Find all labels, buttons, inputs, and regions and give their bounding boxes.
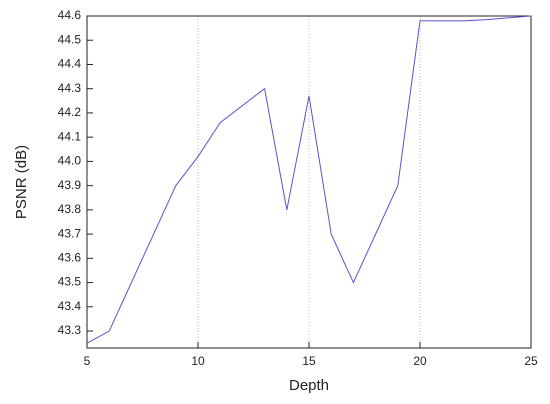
- y-tick-label: 44.0: [58, 154, 82, 168]
- y-tick-label: 44.6: [58, 8, 82, 22]
- y-tick-label: 43.6: [58, 251, 82, 265]
- x-tick-label: 5: [84, 354, 91, 368]
- y-tick-label: 43.8: [58, 202, 82, 216]
- data-line: [86, 15, 532, 344]
- y-tick-label: 44.5: [58, 32, 82, 46]
- x-tick-label: 20: [413, 354, 427, 368]
- x-tick-label: 10: [191, 354, 205, 368]
- y-tick-label: 43.4: [58, 299, 82, 313]
- y-tick-label: 44.1: [58, 129, 82, 143]
- x-tick-label: 15: [302, 354, 316, 368]
- y-tick-label: 44.3: [58, 81, 82, 95]
- y-tick-label: 43.9: [58, 178, 82, 192]
- y-tick-label: 43.5: [58, 275, 82, 289]
- x-tick-label: 25: [524, 354, 538, 368]
- plot-frame: [86, 15, 532, 349]
- y-tick-label: 43.7: [58, 226, 82, 240]
- y-tick-label: 44.2: [58, 105, 82, 119]
- x-axis-title: Depth: [289, 377, 329, 394]
- y-tick-label: 44.4: [58, 57, 82, 71]
- y-axis-title: PSNR (dB): [13, 145, 30, 219]
- y-tick-label: 43.3: [58, 323, 82, 337]
